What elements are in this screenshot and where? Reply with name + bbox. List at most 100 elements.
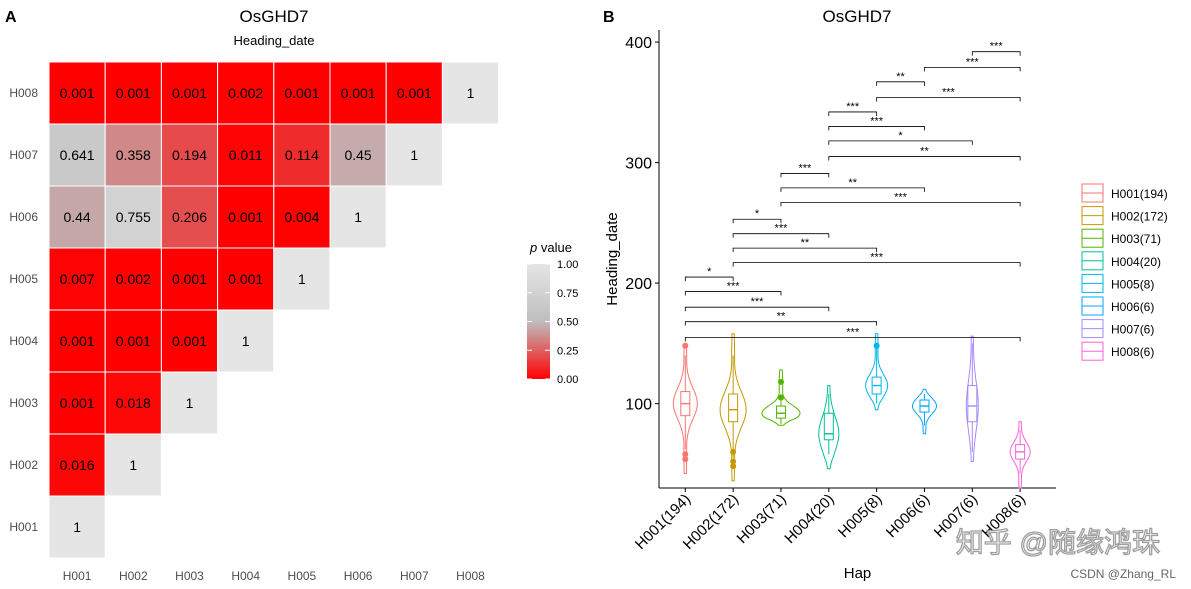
- heatmap-cell: [329, 61, 387, 125]
- outlier-point: [730, 463, 737, 470]
- violin-title: OsGHD7: [823, 7, 892, 26]
- significance-bracket: [684, 276, 734, 282]
- heatmap-col-label: H004: [231, 569, 260, 583]
- x-tick-label: H004(20): [781, 491, 837, 547]
- significance-bracket: [971, 51, 1021, 56]
- heatmap-row-label: H001: [9, 520, 38, 534]
- significance-label: ***: [870, 115, 884, 127]
- legend-tick-label: 1.00: [557, 259, 578, 271]
- significance-label: *: [898, 130, 903, 142]
- heatmap-cell: [441, 61, 500, 125]
- significance-bracket: [684, 291, 782, 296]
- significance-bracket: [732, 262, 1021, 267]
- significance-label: ***: [966, 56, 980, 68]
- significance-label: **: [777, 311, 786, 323]
- box: [967, 385, 978, 423]
- haplotype-legend: H001(194) H002(172) H003(71) H004(20) H005(8…: [1081, 183, 1168, 361]
- heatmap-cell-value: 1: [129, 457, 137, 473]
- heatmap-cell: [48, 371, 106, 435]
- heatmap-title: OsGHD7: [240, 7, 309, 26]
- heatmap-cell-value: 0.016: [60, 457, 95, 473]
- heatmap-cell-value: 0.011: [229, 147, 263, 163]
- heatmap-row-label: H003: [9, 396, 38, 410]
- heatmap-cell-value: 1: [298, 271, 306, 287]
- heatmap-cell-value: 1: [467, 85, 475, 101]
- significance-bracket: [780, 201, 1021, 207]
- significance-label: ***: [751, 296, 765, 308]
- violin-plot: 100200300400Heading_dateHapH001(194)H002…: [604, 30, 1056, 582]
- y-axis-title: Heading_date: [604, 212, 621, 305]
- heatmap-cell: [160, 371, 219, 435]
- outlier-point: [730, 448, 737, 455]
- heatmap-col-label: H006: [344, 569, 373, 583]
- heatmap-cell: [273, 247, 331, 311]
- heatmap-cell: [104, 185, 162, 249]
- heatmap-cell-value: 0.206: [172, 209, 207, 225]
- significance-label: **: [896, 71, 905, 83]
- significance-label: *: [755, 208, 760, 220]
- heatmap-row-label: H008: [9, 86, 38, 100]
- heatmap-cell-value: 0.358: [116, 147, 151, 163]
- significance-bracket: [876, 81, 925, 86]
- heatmap-row-label: H002: [9, 458, 38, 472]
- y-tick-label: 100: [625, 397, 652, 414]
- heatmap-cell: [329, 185, 387, 249]
- significance-bracket: [732, 218, 782, 224]
- heatmap-cell: [160, 309, 219, 373]
- y-tick-label: 300: [625, 156, 652, 173]
- x-tick-label: H006(6): [883, 491, 933, 541]
- legend-title-rest: value: [537, 240, 572, 255]
- heatmap-cell: [104, 123, 162, 187]
- violin-shape: [761, 369, 801, 426]
- heatmap-cell: [160, 185, 219, 249]
- violin-shape: [911, 388, 938, 435]
- significance-bracket: [828, 126, 925, 131]
- significance-label: ***: [870, 252, 884, 264]
- box: [823, 412, 834, 441]
- significance-bracket: [924, 66, 1021, 72]
- significance-bracket: [780, 173, 830, 178]
- heatmap-cell: [217, 123, 275, 187]
- significance-label: ***: [846, 101, 860, 113]
- heatmap-cell-value: 0.002: [228, 85, 263, 101]
- y-tick-label: 400: [625, 35, 652, 52]
- outlier-point: [777, 394, 784, 401]
- significance-label: ***: [846, 326, 860, 338]
- heatmap-col-label: H002: [119, 569, 148, 583]
- legend-tick-label: 0.75: [557, 288, 578, 300]
- heatmap-col-label: H007: [400, 569, 429, 583]
- significance-label: ***: [727, 281, 741, 293]
- significance-bracket: [780, 187, 925, 192]
- heatmap-cell: [217, 309, 275, 373]
- heatmap-cell-value: 0.001: [228, 209, 263, 225]
- significance-bracket: [732, 233, 830, 238]
- significance-label: ***: [775, 223, 789, 235]
- heatmap-cell-value: 0.001: [116, 333, 151, 349]
- heatmap-cell-value: 0.001: [116, 85, 151, 101]
- heatmap-cell-value: 0.001: [60, 395, 95, 411]
- significance-bracket: [828, 111, 878, 116]
- heatmap-cell: [104, 61, 162, 125]
- x-axis-title: Hap: [844, 565, 872, 582]
- heatmap-cell-value: 0.004: [284, 209, 319, 225]
- outlier-point: [682, 342, 689, 349]
- heatmap-cell-value: 0.007: [60, 271, 95, 287]
- x-tick-label: H005(8): [835, 491, 885, 541]
- box: [728, 393, 739, 423]
- significance-label: **: [920, 146, 929, 158]
- legend-title-italic: p: [529, 240, 537, 255]
- heatmap-cell: [217, 185, 275, 249]
- heatmap-cell: [48, 185, 106, 249]
- heatmap-col-label: H003: [175, 569, 204, 583]
- x-tick-label: H003(71): [734, 491, 790, 547]
- heatmap-cell: [48, 495, 106, 559]
- significance-bracket: [684, 321, 878, 326]
- heatmap-cell: [217, 247, 275, 311]
- significance-bracket: [684, 306, 830, 312]
- significance-label: ***: [894, 191, 908, 203]
- heatmap-cell-value: 0.641: [60, 147, 95, 163]
- legend-colorbar: [527, 264, 550, 379]
- heatmap-cell-value: 0.001: [172, 333, 207, 349]
- heatmap-subtitle: Heading_date: [234, 33, 315, 48]
- legend-tick-label: 0.00: [557, 374, 578, 386]
